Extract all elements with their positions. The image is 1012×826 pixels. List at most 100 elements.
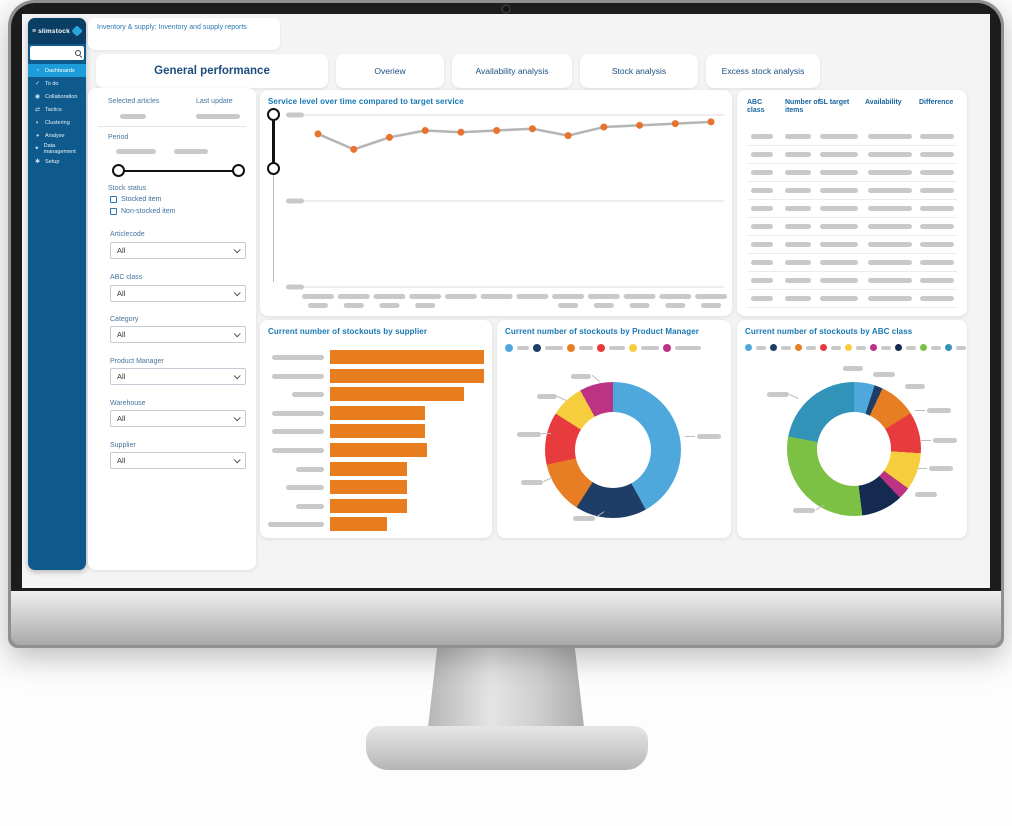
bar-label-redacted: [268, 522, 324, 528]
table-cell-redacted: [785, 278, 811, 283]
table-header-sl-target: SL target: [819, 99, 850, 106]
abc-callout-line: [789, 393, 799, 400]
legend-dot: [895, 344, 902, 351]
table-row: [747, 146, 957, 164]
sidebar-item-label: Dashboards: [45, 67, 75, 74]
legend-label-redacted: [675, 346, 701, 350]
tab-overiew[interactable]: Overiew: [336, 54, 444, 88]
period-slider-handle-right[interactable]: [232, 164, 245, 177]
legend-label-redacted: [756, 345, 766, 350]
table-cell-redacted: [920, 134, 954, 139]
bar-supplier-1[interactable]: [330, 350, 484, 364]
sidebar-item-collaboration[interactable]: ◉ Collaboration: [28, 90, 86, 103]
last-update-label: Last update: [196, 98, 233, 105]
articlecode-dropdown[interactable]: All: [110, 242, 246, 259]
table-cell-redacted: [920, 242, 954, 247]
stockouts-by-abc-card: Current number of stockouts by ABC class: [737, 320, 967, 538]
tab-general-performance[interactable]: General performance: [96, 54, 328, 88]
category-dropdown[interactable]: All: [110, 326, 246, 343]
search-input[interactable]: [30, 50, 74, 56]
checkbox-row-nonstocked[interactable]: Non-stocked item: [110, 208, 175, 215]
dropdown-value: All: [117, 246, 126, 255]
sidebar-item-clustering[interactable]: ◐ Clustering: [28, 116, 86, 129]
y-axis-slider-track[interactable]: [273, 114, 274, 282]
warehouse-dropdown[interactable]: All: [110, 410, 246, 427]
legend-dot: [533, 344, 541, 352]
sidebar-search[interactable]: [30, 46, 84, 60]
y-slider-handle-top[interactable]: [267, 108, 280, 121]
tab-label: General performance: [154, 65, 270, 77]
bar-supplier-6[interactable]: [330, 443, 428, 457]
monitor-chin: [11, 591, 1001, 645]
sidebar-item-label: To do: [45, 80, 59, 87]
table-cell-redacted: [785, 224, 811, 229]
screen: ≡ slimstock ◔ Dashboards ✓ To do ◉ Collaborat…: [22, 14, 990, 588]
sidebar-item-tactics[interactable]: ⇄ Tactics: [28, 103, 86, 116]
table-cell-redacted: [868, 242, 912, 247]
tab-availability-analysis[interactable]: Availability analysis: [452, 54, 572, 88]
table-cell-redacted: [868, 170, 912, 175]
monitor-frame: ≡ slimstock ◔ Dashboards ✓ To do ◉ Collaborat…: [8, 0, 1004, 648]
selected-articles-label: Selected articles: [108, 98, 160, 105]
webcam-dot: [501, 4, 511, 14]
abc-callout-redacted: [873, 372, 895, 377]
supplier-dropdown[interactable]: All: [110, 452, 246, 469]
bar-supplier-7[interactable]: [330, 461, 407, 476]
gear-icon: ✱: [34, 159, 41, 165]
sidebar-item-to-do[interactable]: ✓ To do: [28, 77, 86, 90]
product-manager-dropdown[interactable]: All: [110, 368, 246, 385]
tab-bar: General performance Overiew Availability a…: [22, 54, 990, 88]
table-cell-redacted: [785, 242, 811, 247]
abc-class-label: ABC class: [110, 274, 143, 281]
category-label: Category: [110, 316, 139, 323]
bar-supplier-8[interactable]: [330, 480, 407, 495]
sidebar-item-data-management[interactable]: ✦ Data management: [28, 142, 86, 155]
menu-icon[interactable]: ≡: [32, 27, 37, 35]
bar-label-redacted: [272, 429, 324, 435]
bar-supplier-9[interactable]: [330, 498, 407, 513]
table-cell-redacted: [820, 134, 858, 139]
legend-dot: [745, 344, 752, 351]
abc-callout-line: [917, 468, 927, 469]
tab-label: Excess stock analysis: [721, 66, 805, 76]
tab-excess-stock-analysis[interactable]: Excess stock analysis: [706, 54, 820, 88]
bar-supplier-3[interactable]: [330, 387, 464, 402]
arrows-icon: ⇄: [34, 107, 41, 113]
abc-callout-redacted: [843, 366, 863, 371]
table-cell-redacted: [868, 152, 912, 157]
product-manager-label: Product Manager: [110, 358, 164, 365]
service-level-chart-card: Service level over time compared to targ…: [260, 90, 732, 316]
legend-label-redacted: [641, 346, 659, 350]
chevron-down-icon: [233, 372, 241, 380]
table-cell-redacted: [868, 278, 912, 283]
bar-label-redacted: [272, 373, 324, 379]
sidebar-item-setup[interactable]: ✱ Setup: [28, 155, 86, 168]
tab-stock-analysis[interactable]: Stock analysis: [580, 54, 698, 88]
table-row: [747, 128, 957, 146]
pm-callout-redacted: [573, 516, 595, 521]
abc-callout-redacted: [929, 466, 953, 471]
legend-dot: [920, 344, 927, 351]
pm-callout-redacted: [697, 434, 721, 439]
non-stocked-item-checkbox[interactable]: [110, 208, 117, 215]
y-slider-handle-bottom[interactable]: [267, 162, 280, 175]
sidebar-item-analyse[interactable]: ◕ Analyse: [28, 129, 86, 142]
table-header-number-of-items: Number of items: [785, 99, 820, 115]
bar-supplier-4[interactable]: [330, 405, 426, 420]
bar-supplier-2[interactable]: [330, 368, 484, 383]
people-icon: ◉: [34, 94, 41, 100]
table-cell-redacted: [820, 206, 858, 211]
period-slider-handle-left[interactable]: [112, 164, 125, 177]
checkbox-row-stocked[interactable]: Stocked item: [110, 196, 161, 203]
table-cell-redacted: [751, 224, 773, 229]
bar-supplier-10[interactable]: [330, 517, 387, 532]
bar-supplier-5[interactable]: [330, 424, 426, 439]
chevron-down-icon: [233, 330, 241, 338]
y-axis-slider-range[interactable]: [272, 114, 275, 168]
period-slider-track[interactable]: [124, 170, 238, 172]
table-row: [747, 200, 957, 218]
abc-class-dropdown[interactable]: All: [110, 285, 246, 302]
sidebar-item-label: Setup: [45, 158, 60, 165]
sidebar-item-dashboards[interactable]: ◔ Dashboards: [28, 64, 86, 77]
stocked-item-checkbox[interactable]: [110, 196, 117, 203]
